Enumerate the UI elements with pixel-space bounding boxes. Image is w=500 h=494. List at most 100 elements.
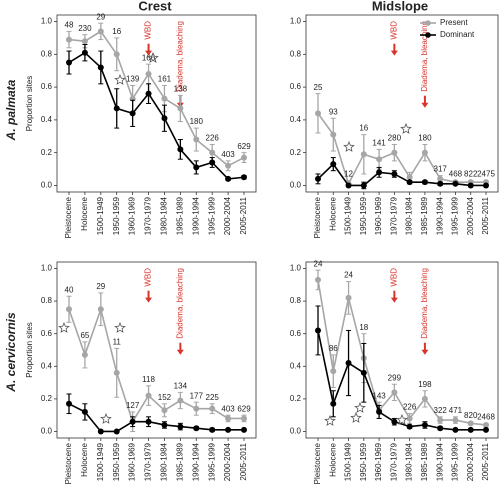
data-point — [391, 418, 398, 425]
data-point — [193, 425, 200, 432]
data-point — [241, 415, 247, 422]
sample-size-label: 317 — [434, 165, 448, 174]
y-tick-label: 0.4 — [41, 361, 53, 370]
y-tick-label: 0.0 — [41, 427, 53, 436]
data-point — [209, 149, 216, 156]
data-point — [113, 369, 120, 376]
data-point — [452, 180, 459, 187]
sample-size-label: 226 — [403, 403, 417, 412]
sample-size-label: 118 — [142, 375, 155, 384]
data-point — [406, 423, 413, 430]
x-tick-label: 2000-2004 — [223, 442, 232, 481]
x-tick-label: 1970-1979 — [144, 196, 153, 235]
data-point — [161, 421, 168, 428]
y-tick-label: 0.2 — [41, 148, 53, 157]
data-point — [345, 294, 352, 301]
annotation: Diadema, bleaching — [175, 268, 184, 339]
data-point — [406, 174, 413, 181]
x-tick-label: 1990-1994 — [435, 196, 444, 235]
x-tick-label: Pleistocene — [313, 442, 322, 484]
data-point — [483, 182, 489, 189]
x-tick-label: 1985-1989 — [175, 196, 184, 235]
y-tick-label: 1.0 — [41, 264, 53, 273]
data-point — [360, 151, 367, 158]
y-tick-label: 1.0 — [41, 17, 53, 26]
sample-size-label: 403 — [221, 150, 235, 159]
x-tick-label: Holocene — [328, 442, 337, 476]
data-point — [145, 418, 152, 425]
annotation-arrowhead — [390, 50, 398, 56]
data-point — [113, 428, 120, 435]
sample-size-label: 40 — [65, 285, 74, 294]
sample-size-label: 139 — [126, 75, 140, 84]
x-tick-label: 1500-1949 — [344, 442, 353, 481]
x-tick-label: 2005-2011 — [239, 196, 248, 234]
data-point — [113, 105, 120, 112]
x-tick-label: 2005-2011 — [481, 442, 490, 480]
x-tick-label: 1980-1984 — [405, 196, 414, 235]
annotation-arrowhead — [421, 349, 429, 355]
y-tick-label: 0.0 — [41, 181, 53, 190]
data-point — [193, 164, 200, 171]
sample-size-label: 11 — [113, 337, 122, 346]
data-point — [345, 360, 352, 367]
data-point — [483, 426, 489, 433]
legend-label: Dominant — [440, 30, 475, 39]
data-point — [467, 426, 474, 433]
data-point — [225, 415, 232, 422]
sample-size-label: 299 — [388, 373, 402, 382]
sample-size-label: 166 — [142, 53, 156, 62]
data-point — [209, 159, 216, 166]
sample-size-label: 471 — [449, 406, 463, 415]
legend-marker — [425, 32, 431, 38]
data-point — [97, 64, 104, 71]
star-marker — [354, 401, 366, 413]
sample-size-label: 127 — [126, 401, 140, 410]
y-tick-label: 0.8 — [290, 296, 302, 305]
annotation-arrowhead — [390, 297, 398, 303]
plot-frame — [56, 261, 257, 439]
annotation: Diadema, bleaching — [175, 21, 184, 92]
annotation: WBD — [144, 268, 153, 287]
sample-size-label: 180 — [190, 117, 204, 126]
x-tick-label: 1950-1959 — [112, 196, 121, 235]
star-marker — [114, 73, 126, 85]
sample-size-label: 2475 — [477, 170, 495, 179]
data-point — [360, 369, 367, 376]
sample-size-label: 180 — [418, 134, 432, 143]
sample-size-label: 225 — [206, 393, 220, 402]
data-point — [391, 149, 398, 156]
data-point — [177, 146, 184, 153]
data-point — [241, 174, 247, 181]
legend-marker — [425, 20, 431, 26]
annotation: WBD — [389, 21, 398, 40]
annotation-arrowhead — [145, 297, 153, 303]
data-point — [145, 392, 152, 399]
x-tick-label: 1960-1969 — [128, 442, 137, 481]
data-point — [437, 417, 444, 424]
x-tick-label: 1980-1984 — [160, 196, 169, 235]
data-point — [145, 90, 152, 97]
sample-size-label: 2468 — [477, 412, 495, 421]
x-tick-label: 1950-1959 — [112, 442, 121, 481]
data-point — [360, 182, 367, 189]
sample-size-label: 177 — [190, 391, 204, 400]
x-tick-label: 1500-1949 — [344, 196, 353, 235]
star-marker — [100, 412, 112, 424]
plot-frame — [305, 14, 499, 193]
star-marker — [114, 321, 126, 333]
sample-size-label: 629 — [237, 142, 251, 151]
data-point — [376, 169, 383, 176]
series-line — [68, 306, 244, 424]
data-point — [193, 405, 200, 412]
sample-size-label: 16 — [359, 124, 368, 133]
star-marker — [324, 414, 336, 426]
sample-size-label: 820 — [464, 411, 478, 420]
data-point — [330, 368, 337, 375]
sample-size-label: 65 — [80, 331, 89, 340]
data-point — [66, 36, 72, 43]
data-point — [421, 179, 428, 186]
series-line — [68, 51, 245, 180]
y-tick-label: 0.6 — [290, 329, 302, 338]
